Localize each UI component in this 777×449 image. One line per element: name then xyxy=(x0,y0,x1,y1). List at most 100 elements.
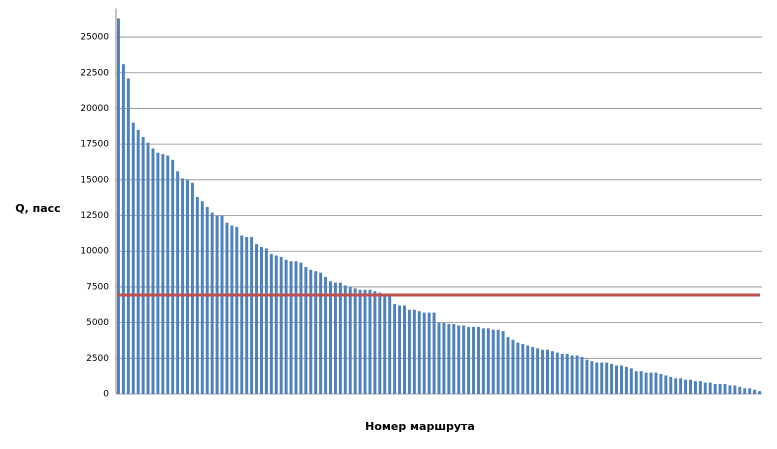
bar xyxy=(610,364,614,394)
bar xyxy=(565,354,569,394)
bar xyxy=(393,304,397,394)
bar xyxy=(718,384,722,394)
bar xyxy=(634,371,638,394)
bar xyxy=(748,388,752,394)
bar xyxy=(235,226,239,394)
bar xyxy=(684,379,688,394)
bar xyxy=(550,351,554,394)
bar xyxy=(472,326,475,394)
bar xyxy=(230,225,234,394)
bar xyxy=(521,344,525,394)
y-tick-label: 25000 xyxy=(80,33,109,43)
bar xyxy=(412,309,416,394)
bar xyxy=(403,305,406,394)
bar xyxy=(501,331,505,394)
bar xyxy=(378,292,382,394)
bar xyxy=(575,355,579,394)
y-tick-label: 22500 xyxy=(80,68,109,78)
bar xyxy=(190,182,194,394)
y-tick-label: 17500 xyxy=(80,140,109,150)
bar xyxy=(279,256,283,394)
bar xyxy=(309,269,313,394)
bar xyxy=(141,137,145,394)
bar xyxy=(151,148,155,394)
bar xyxy=(674,378,678,394)
y-tick-label: 20000 xyxy=(80,104,109,114)
bar xyxy=(624,366,628,394)
bar xyxy=(156,152,160,394)
bar xyxy=(580,356,584,394)
y-tick-label: 7500 xyxy=(86,282,109,292)
bar xyxy=(728,385,732,394)
bar xyxy=(181,178,185,394)
bar xyxy=(299,262,303,394)
bar xyxy=(693,381,697,394)
bar xyxy=(462,325,466,394)
bar xyxy=(708,382,712,394)
bar xyxy=(679,378,683,394)
bar xyxy=(136,129,140,394)
bar xyxy=(205,206,209,394)
bar xyxy=(383,294,387,394)
y-tick-label: 15000 xyxy=(80,175,109,185)
bar xyxy=(200,201,204,394)
bar xyxy=(516,342,520,394)
bar xyxy=(669,376,673,394)
bar xyxy=(161,154,165,394)
y-tick-label: 10000 xyxy=(80,247,109,257)
bar xyxy=(753,389,757,394)
bar xyxy=(664,375,668,394)
bar xyxy=(639,371,643,394)
bar xyxy=(555,352,559,394)
bar xyxy=(506,336,510,394)
bar xyxy=(220,215,224,394)
bar xyxy=(210,212,214,394)
bar xyxy=(481,328,485,394)
bar xyxy=(659,374,663,394)
bar xyxy=(215,215,219,394)
bar xyxy=(146,142,150,394)
bar xyxy=(333,282,337,394)
bar xyxy=(324,276,328,394)
bar xyxy=(240,235,244,394)
bar xyxy=(388,295,392,394)
y-tick-label: 0 xyxy=(103,390,109,400)
bar xyxy=(116,18,120,394)
bar xyxy=(600,362,604,394)
bar xyxy=(536,348,540,394)
bar xyxy=(615,365,619,394)
bar xyxy=(363,289,367,394)
bar xyxy=(121,64,125,394)
bar xyxy=(353,288,357,394)
bar xyxy=(319,272,323,394)
bar xyxy=(176,171,180,394)
bar xyxy=(629,368,633,394)
bar xyxy=(452,324,456,394)
y-tick-label: 5000 xyxy=(86,318,109,328)
bar xyxy=(432,312,436,394)
bar xyxy=(467,326,471,394)
bar xyxy=(422,312,426,394)
bar xyxy=(713,384,717,394)
bar xyxy=(723,384,727,394)
bar xyxy=(496,329,500,394)
bar xyxy=(329,281,332,394)
bar xyxy=(447,324,451,394)
bar xyxy=(541,349,545,394)
bar xyxy=(738,386,742,394)
bar xyxy=(245,236,249,394)
bar xyxy=(570,355,574,394)
bar xyxy=(398,305,402,394)
bar xyxy=(654,372,658,394)
bar xyxy=(546,349,549,394)
bar xyxy=(171,159,175,394)
bar xyxy=(486,328,490,394)
bar xyxy=(269,254,273,394)
bar xyxy=(274,255,278,394)
bar xyxy=(491,329,495,394)
bar xyxy=(644,372,648,394)
bar xyxy=(166,155,170,394)
bar xyxy=(343,285,347,394)
bar xyxy=(314,271,318,394)
